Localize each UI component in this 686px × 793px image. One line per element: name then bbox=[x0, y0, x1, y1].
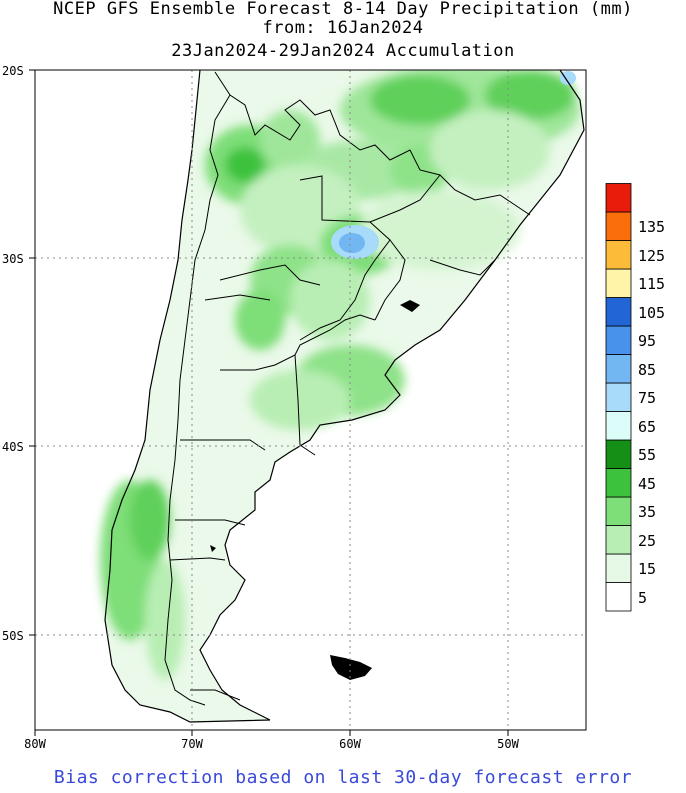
axis-ticks bbox=[29, 69, 509, 736]
lat-label-50s: 50S bbox=[2, 629, 24, 643]
map-title: NCEP GFS Ensemble Forecast 8-14 Day Prec… bbox=[53, 0, 633, 19]
legend-label: 75 bbox=[638, 389, 657, 407]
legend-swatch bbox=[605, 183, 632, 213]
map-frame bbox=[34, 69, 587, 731]
legend-swatch bbox=[605, 211, 632, 241]
lat-label-20s: 20S bbox=[2, 64, 24, 78]
legend-swatch bbox=[605, 496, 632, 526]
legend-colorbar bbox=[605, 183, 632, 612]
legend-swatch bbox=[605, 240, 632, 270]
legend-label: 85 bbox=[638, 360, 657, 379]
legend-label: 5 bbox=[638, 588, 648, 607]
lat-label-30s: 30S bbox=[2, 252, 24, 266]
legend-label: 25 bbox=[638, 531, 657, 550]
legend-label: 105 bbox=[638, 303, 666, 322]
legend-swatch bbox=[605, 553, 632, 583]
bias-correction-note: Bias correction based on last 30-day for… bbox=[53, 767, 633, 788]
accumulation-period: 23Jan2024-29Jan2024 Accumulation bbox=[171, 41, 515, 61]
legend-label: 35 bbox=[638, 503, 657, 521]
forecast-issue-date: from: 16Jan2024 bbox=[262, 18, 424, 38]
legend-label: 135 bbox=[638, 218, 666, 236]
lon-label-70w: 70W bbox=[181, 737, 203, 751]
legend-label: 95 bbox=[638, 332, 657, 350]
lat-label-40s: 40S bbox=[2, 440, 24, 454]
heavy-precip-core bbox=[339, 233, 365, 253]
legend-label: 45 bbox=[638, 474, 657, 493]
legend-swatch bbox=[605, 297, 632, 327]
legend-label: 15 bbox=[638, 560, 657, 578]
graticule bbox=[35, 70, 586, 730]
legend-swatch bbox=[605, 268, 632, 298]
legend-label: 115 bbox=[638, 275, 666, 293]
legend-label: 125 bbox=[638, 246, 666, 265]
legend-label: 65 bbox=[638, 417, 657, 436]
legend-swatch bbox=[605, 382, 632, 412]
legend-swatch bbox=[605, 525, 632, 555]
heavy-precip-coast bbox=[560, 71, 576, 85]
country-borders bbox=[164, 71, 531, 706]
legend-swatch bbox=[605, 325, 632, 355]
legend-swatch bbox=[605, 439, 632, 469]
legend-swatch bbox=[605, 582, 632, 612]
islands bbox=[210, 300, 420, 680]
lon-label-80w: 80W bbox=[24, 737, 46, 751]
legend-swatch bbox=[605, 354, 632, 384]
lon-label-50w: 50W bbox=[497, 737, 519, 751]
legend-label: 55 bbox=[638, 446, 657, 464]
legend-swatch bbox=[605, 411, 632, 441]
legend-swatch bbox=[605, 468, 632, 498]
lon-label-60w: 60W bbox=[339, 737, 361, 751]
